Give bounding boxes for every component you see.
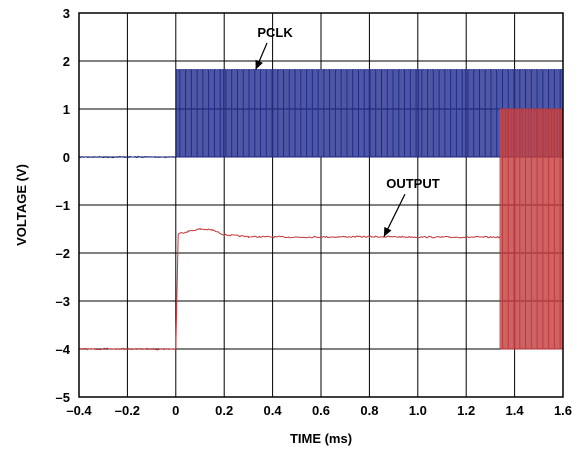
y-tick-label: –3 (56, 294, 70, 309)
y-axis-title: VOLTAGE (V) (14, 164, 29, 246)
series-output-line (78, 108, 563, 351)
x-tick-label: 1.2 (457, 403, 475, 418)
x-tick-label: 1.0 (409, 403, 427, 418)
y-tick-label: –2 (56, 246, 70, 261)
x-tick-label: 0.2 (215, 403, 233, 418)
annotation-pclk-arrowhead (255, 59, 263, 70)
x-tick-label: –0.4 (66, 403, 92, 418)
x-tick-label: 1.4 (506, 403, 525, 418)
y-tick-label: –5 (56, 390, 70, 405)
tick-labels: –0.4 –0.2 0 0.2 0.4 0.6 0.8 1.0 1.2 1.4 1.6 –5 –4 –3 –… (56, 6, 573, 418)
x-tick-label: 0 (172, 403, 179, 418)
y-tick-label: –1 (56, 198, 70, 213)
x-tick-label: 1.6 (554, 403, 572, 418)
y-tick-label: 1 (63, 102, 70, 117)
plot-frame (78, 12, 564, 398)
series-layer (78, 69, 563, 351)
series-pclk-line (78, 69, 563, 159)
y-tick-label: 3 (63, 6, 70, 21)
y-tick-label: 0 (63, 150, 70, 165)
annotation-pclk-label: PCLK (257, 25, 293, 40)
axes (78, 12, 564, 398)
annotation-output-arrowhead (383, 226, 392, 237)
x-axis-title: TIME (ms) (290, 431, 352, 446)
y-tick-label: –4 (56, 342, 71, 357)
x-tick-label: 0.4 (264, 403, 283, 418)
y-tick-label: 2 (63, 54, 70, 69)
annotation-output-label: OUTPUT (386, 176, 440, 191)
annotations: PCLK OUTPUT (255, 25, 440, 237)
x-tick-label: –0.2 (115, 403, 140, 418)
x-tick-label: 0.8 (360, 403, 378, 418)
x-tick-label: 0.6 (312, 403, 330, 418)
